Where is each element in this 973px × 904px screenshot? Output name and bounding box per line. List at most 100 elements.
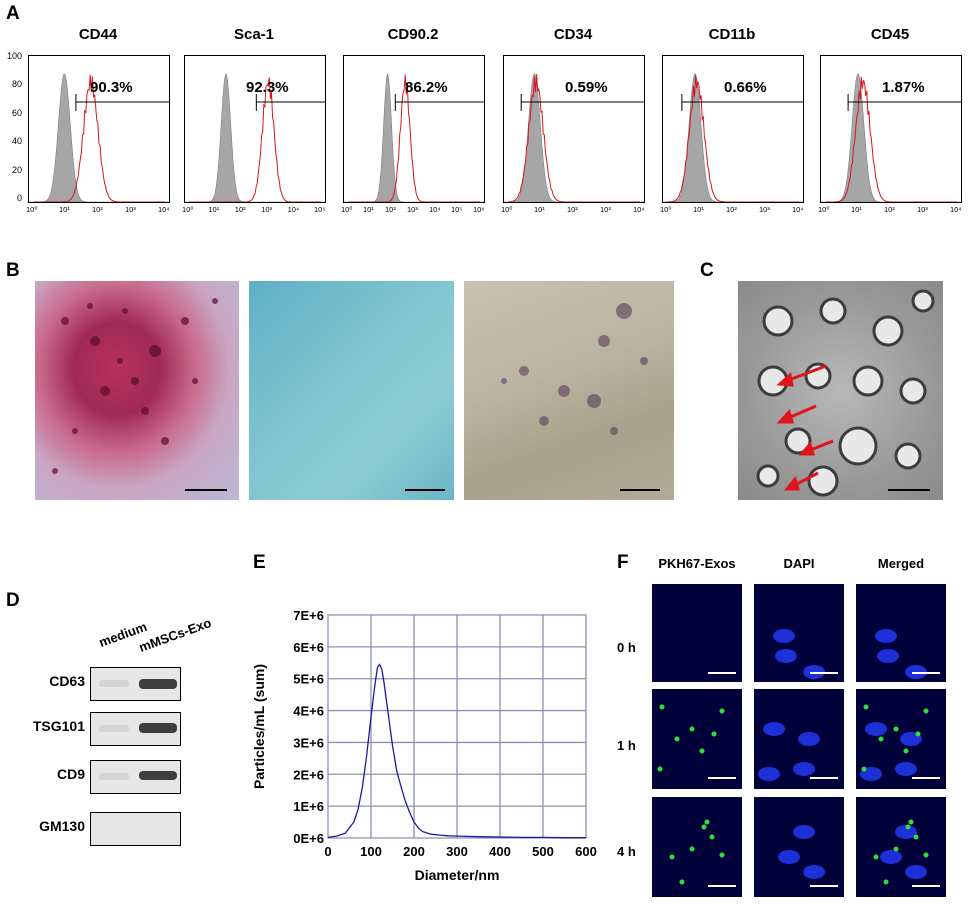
fluorescence-image [651, 583, 743, 683]
marker-histogram [666, 75, 799, 202]
fluorescence-image [651, 688, 743, 790]
cell-image [873, 819, 929, 885]
stain-texture [501, 303, 648, 435]
timepoint-label: 1 h [617, 738, 636, 753]
nucleus [895, 825, 917, 839]
exosome-signal [863, 704, 869, 710]
x-tick-label: 10⁰ [660, 205, 672, 214]
histogram-plot [28, 55, 170, 203]
cell-image [875, 629, 927, 679]
cell-image [860, 704, 929, 781]
x-tick-label: 10⁵ [451, 205, 463, 214]
fluorescence-column-header: PKH67-Exos [658, 556, 736, 571]
histogram-curves [29, 73, 169, 202]
nucleus [905, 865, 927, 879]
x-tick-label: 10⁴ [792, 205, 804, 214]
cell-image [669, 819, 725, 885]
histogram-plot [503, 55, 645, 203]
exosome-signal [699, 748, 705, 754]
histogram-title: Sca-1 [233, 26, 275, 43]
x-tick-label: 10³ [917, 205, 928, 214]
x-tick-label: 10¹ [693, 205, 704, 214]
y-tick-label: 5E+6 [293, 672, 324, 687]
x-tick-label: 10² [567, 205, 578, 214]
wb-band-strip [90, 812, 181, 846]
exosome-signal [689, 726, 695, 732]
isotype-control-histogram [821, 72, 961, 202]
x-tick-label: 10³ [407, 205, 418, 214]
scale-bar [620, 489, 660, 491]
x-tick-label: 10³ [125, 205, 136, 214]
histogram-plot [820, 55, 962, 203]
chondrogenic-stain-image [249, 281, 454, 500]
x-tick-label: 10¹ [534, 205, 545, 214]
isotype-control-histogram [185, 73, 325, 202]
y-tick-label: 80 [11, 79, 22, 90]
x-tick-label: 10² [385, 205, 396, 214]
isotype-control-histogram [663, 73, 803, 202]
nucleus [880, 850, 902, 864]
faint-band [99, 680, 129, 687]
adipogenic-stain-image [464, 281, 674, 500]
scale-bar [912, 885, 940, 887]
x-tick-label: 10² [726, 205, 737, 214]
x-tick-label: 10³ [759, 205, 770, 214]
isotype-control-histogram [29, 73, 169, 202]
panel-label-f: F [617, 552, 629, 573]
x-tick-label: 10⁰ [341, 205, 353, 214]
y-tick-label: 0 [16, 193, 22, 203]
x-axis-label: Diameter/nm [415, 867, 500, 883]
x-tick-label: 10³ [261, 205, 273, 214]
panel-label-a: A [6, 3, 20, 24]
cell-image [778, 825, 825, 879]
x-tick-label: 100 [360, 844, 382, 859]
exosome-signal [923, 852, 929, 858]
x-tick-label: 10⁰ [26, 205, 38, 214]
x-tick-label: 10⁵ [314, 205, 326, 214]
histogram-title: CD45 [870, 26, 910, 43]
y-tick-label: 60 [11, 107, 22, 118]
arrow-markers [776, 364, 834, 491]
exosome-signal [923, 708, 929, 714]
isotype-control-histogram [504, 72, 644, 202]
y-tick-label: 2E+6 [293, 767, 324, 782]
nucleus [775, 649, 797, 663]
nucleus [895, 762, 917, 776]
x-tick-label: 10⁴ [429, 205, 441, 214]
y-tick-label: 20 [11, 164, 22, 175]
wb-column-exo: mMSCs-Exo [136, 614, 214, 655]
x-tick-label: 0 [324, 844, 331, 859]
fluorescence-image [855, 688, 947, 790]
nucleus [793, 825, 815, 839]
x-tick-label: 10³ [600, 205, 611, 214]
x-tick-label: 300 [446, 844, 468, 859]
wb-band-strip [90, 667, 181, 701]
exosome-signal [893, 726, 899, 732]
panel-label-e: E [253, 552, 266, 573]
gate-marker [847, 94, 961, 111]
x-tick-label: 10¹ [59, 205, 70, 214]
nucleus [875, 629, 897, 643]
gate-marker [520, 94, 644, 111]
gate-percentage: 0.66% [724, 79, 767, 96]
histogram-curves [821, 72, 961, 202]
exosome-signal [719, 708, 725, 714]
protein-band [139, 679, 177, 689]
exosome-signal [709, 834, 715, 840]
x-tick-label: 200 [403, 844, 425, 859]
x-tick-label: 10⁴ [158, 205, 170, 214]
histogram-title: CD34 [553, 26, 593, 43]
exosome-signal [679, 879, 685, 885]
exosome-signal [913, 834, 919, 840]
scale-bar [708, 885, 736, 887]
cell-image [758, 722, 820, 781]
gate-marker [75, 94, 169, 111]
scale-bar [888, 489, 930, 491]
y-tick-label: 40 [11, 136, 22, 147]
histogram-title: CD90.2 [387, 26, 439, 43]
marker-histogram [33, 74, 165, 202]
protein-band [139, 771, 177, 780]
scale-bar [405, 489, 445, 491]
nucleus [798, 732, 820, 746]
wb-row-label: CD9 [56, 766, 85, 782]
